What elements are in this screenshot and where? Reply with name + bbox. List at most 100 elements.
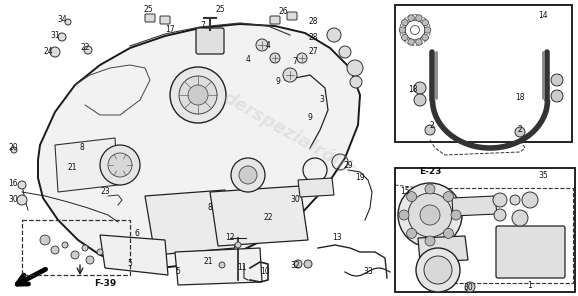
Circle shape <box>108 153 132 177</box>
Text: 32: 32 <box>290 260 300 269</box>
Circle shape <box>327 28 341 42</box>
Circle shape <box>399 27 406 33</box>
Polygon shape <box>100 235 168 275</box>
Text: 31: 31 <box>50 31 60 41</box>
Circle shape <box>422 34 428 41</box>
Polygon shape <box>210 186 308 246</box>
Circle shape <box>283 68 297 82</box>
Circle shape <box>239 166 257 184</box>
Text: 5: 5 <box>128 258 132 268</box>
Text: 30: 30 <box>463 284 473 292</box>
FancyBboxPatch shape <box>496 226 565 278</box>
Circle shape <box>551 74 563 86</box>
Circle shape <box>179 76 217 114</box>
Text: 13: 13 <box>332 234 342 242</box>
Circle shape <box>515 127 525 137</box>
Circle shape <box>294 260 302 268</box>
Text: 27: 27 <box>308 47 318 57</box>
Circle shape <box>406 229 417 238</box>
Text: 28: 28 <box>308 33 318 43</box>
Circle shape <box>97 249 103 255</box>
Circle shape <box>82 245 88 251</box>
Circle shape <box>420 205 440 225</box>
Circle shape <box>422 19 428 26</box>
FancyBboxPatch shape <box>196 28 224 54</box>
Circle shape <box>188 85 208 105</box>
Text: 9: 9 <box>307 113 313 123</box>
Circle shape <box>100 145 140 185</box>
Text: derspezialrólik: derspezialrólik <box>219 88 359 179</box>
Circle shape <box>231 158 265 192</box>
Circle shape <box>304 260 312 268</box>
Bar <box>448 188 573 283</box>
Circle shape <box>425 125 435 135</box>
Circle shape <box>510 195 520 205</box>
Circle shape <box>408 15 414 21</box>
Circle shape <box>398 183 462 247</box>
Circle shape <box>350 76 362 88</box>
Text: 29: 29 <box>343 160 353 170</box>
Circle shape <box>256 39 268 51</box>
Text: 1: 1 <box>528 281 532 289</box>
Text: 8: 8 <box>80 144 84 152</box>
Text: 21: 21 <box>67 163 77 173</box>
Circle shape <box>425 184 435 194</box>
Text: 16: 16 <box>8 178 18 187</box>
Circle shape <box>416 39 422 45</box>
Text: 19: 19 <box>355 173 365 183</box>
Polygon shape <box>175 248 262 285</box>
Circle shape <box>347 60 363 76</box>
Circle shape <box>62 242 68 248</box>
Text: 9: 9 <box>276 78 280 86</box>
Circle shape <box>424 256 452 284</box>
Polygon shape <box>298 178 334 197</box>
Text: 5: 5 <box>176 268 180 276</box>
Bar <box>395 168 575 292</box>
Text: 20: 20 <box>8 144 18 152</box>
Circle shape <box>408 39 414 45</box>
Circle shape <box>84 46 92 54</box>
Text: 4: 4 <box>246 56 250 65</box>
Text: 21: 21 <box>203 258 213 266</box>
Circle shape <box>494 209 506 221</box>
Text: 10: 10 <box>260 268 270 276</box>
Text: 3: 3 <box>320 96 324 104</box>
Text: 14: 14 <box>538 10 548 20</box>
Circle shape <box>17 195 27 205</box>
Circle shape <box>170 67 226 123</box>
Circle shape <box>402 19 408 26</box>
Text: 18: 18 <box>515 94 525 102</box>
Circle shape <box>512 210 528 226</box>
Text: 34: 34 <box>57 15 67 25</box>
Text: 25: 25 <box>215 6 225 15</box>
Circle shape <box>235 242 241 248</box>
Circle shape <box>522 192 538 208</box>
Circle shape <box>424 27 431 33</box>
Circle shape <box>71 251 79 259</box>
Text: 33: 33 <box>363 268 373 276</box>
Text: 17: 17 <box>165 25 175 35</box>
Text: 30: 30 <box>290 195 300 205</box>
Circle shape <box>339 46 351 58</box>
Circle shape <box>51 246 59 254</box>
Circle shape <box>50 47 60 57</box>
Circle shape <box>219 262 225 268</box>
Circle shape <box>58 33 66 41</box>
Circle shape <box>408 193 452 237</box>
Text: F-39: F-39 <box>94 279 116 289</box>
Circle shape <box>406 192 417 202</box>
Text: 7: 7 <box>292 57 298 67</box>
Polygon shape <box>145 190 235 255</box>
Text: 2: 2 <box>429 120 435 130</box>
Circle shape <box>443 229 453 238</box>
Text: 15: 15 <box>400 187 410 197</box>
Circle shape <box>551 90 563 102</box>
FancyBboxPatch shape <box>160 16 170 24</box>
Text: 18: 18 <box>408 86 418 94</box>
Text: 28: 28 <box>308 17 318 27</box>
Text: 30: 30 <box>8 195 18 205</box>
Text: 12: 12 <box>225 234 235 242</box>
Text: 22: 22 <box>80 44 90 52</box>
Circle shape <box>493 193 507 207</box>
FancyBboxPatch shape <box>287 12 297 20</box>
